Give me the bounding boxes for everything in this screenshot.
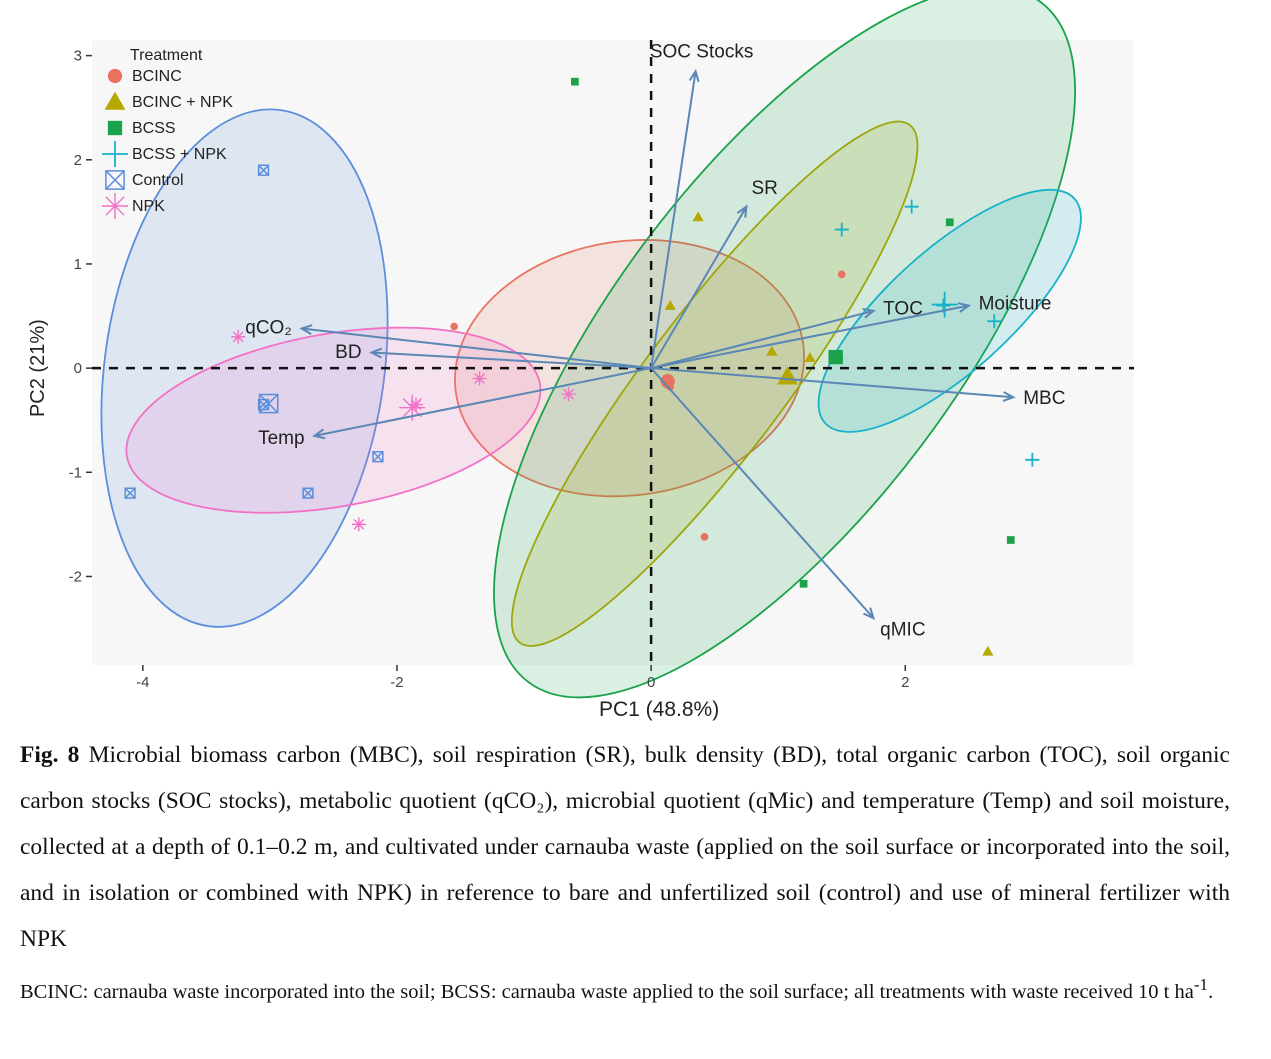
legend-label-npk: NPK [132,198,165,215]
x-axis-label: PC1 (48.8%) [599,698,719,721]
centroid-control [258,393,279,414]
point-bcss-plus-npk-2 [904,199,919,214]
y-axis-label: PC2 (21%) [27,319,49,417]
y-tick-label-5: 2 [74,152,82,169]
x-tick-label-2: -2 [390,674,403,691]
point-bcinc-3 [837,270,846,279]
y-tick-label-4: 1 [74,256,82,273]
loading-label-toc: TOC [883,298,923,319]
loading-label-qmic: qMIC [880,620,925,641]
caption-note: BCINC: carnauba waste incorporated into … [20,964,1230,1013]
legend-label-bcinc-plus-npk: BCINC + NPK [132,94,233,111]
y-tick-label-2: -1 [69,464,82,481]
loading-label-soc-stocks: SOC Stocks [650,41,753,62]
point-bcinc-plus-npk-4 [664,300,676,310]
point-bcss-3 [945,218,954,227]
centroid-bcss-plus-npk [931,291,958,318]
legend-key-npk [102,193,128,219]
x-tick-label-3: 0 [647,674,655,691]
legend-key-bcinc [107,68,123,84]
centroid-npk [399,394,426,421]
ellipse-bcinc [454,239,805,498]
point-bcss-4 [1006,536,1015,544]
loading-arrow-moisture [650,302,972,370]
point-bcss-5 [799,579,808,588]
point-bcinc-plus-npk-5 [982,645,994,656]
point-bcss-plus-npk-1 [834,222,849,237]
caption-note-superscript: -1 [1193,975,1209,994]
centroid-bcinc [660,373,675,389]
legend-key-bcss-plus-npk [102,141,128,167]
point-control-4 [302,487,314,499]
loading-arrow-soc-stocks [650,68,700,369]
caption-main: Fig. 8 Microbial biomass carbon (MBC), s… [20,732,1230,962]
legend-title: Treatment [130,47,203,64]
loading-label-sr: SR [752,178,778,199]
legend-label-bcss-plus-npk: BCSS + NPK [132,146,227,163]
point-npk-1 [231,329,246,344]
y-tick-label-6: 3 [74,48,82,65]
ellipse-npk [125,326,542,514]
loading-arrow-bd [369,347,652,370]
pca-biplot-svg: SOC Stocks SR TOC Moisture MBC qMIC qCO₂ BD Temp… [27,0,1134,721]
loading-label-qco2: qCO₂ [245,317,291,338]
point-bcinc-plus-npk-1 [766,345,778,356]
loading-label-temp: Temp [258,428,304,449]
point-bcinc-plus-npk-2 [804,352,816,362]
pca-biplot: SOC Stocks SR TOC Moisture MBC qMIC qCO₂ BD Temp… [27,0,1134,721]
x-tick-label-1: -4 [136,674,149,691]
loading-arrow-qco2 [299,324,652,370]
ellipse-bcss-plus-npk [817,188,1082,433]
loading-arrow-qmic [650,367,876,620]
point-bcss-1 [571,77,579,86]
point-bcinc-2 [450,322,459,331]
loading-label-mbc: MBC [1023,388,1065,409]
loading-arrow-toc [650,308,876,370]
caption-fig-label: Fig. 8 [20,742,80,768]
point-bcss-plus-npk-4 [987,314,1002,329]
legend-label-control: Control [132,172,184,189]
caption-text: Microbial biomass carbon (MBC), soil res… [20,742,1230,952]
legend-label-bcss: BCSS [132,120,176,137]
plot-panel [92,40,1134,665]
point-control-1 [257,164,270,176]
y-tick-label-1: -2 [69,568,82,585]
loading-arrow-sr [650,204,748,369]
centroid-bcss [828,349,843,365]
legend-key-bcss [107,120,123,136]
point-control-3 [372,451,384,463]
legend-label-bcinc: BCINC [132,68,182,85]
loading-arrow-temp [311,367,652,440]
legend-key-bcinc-plus-npk [104,91,126,110]
point-npk-3 [472,371,487,386]
caption-note-text: BCINC: carnauba waste incorporated into … [20,980,1194,1003]
point-npk-5 [561,387,576,402]
loading-label-moisture: Moisture [979,294,1052,315]
point-bcss-plus-npk-5 [1025,452,1040,467]
loading-arrow-mbc [651,367,1016,402]
loading-label-bd: BD [335,342,361,363]
point-bcinc-4 [700,533,709,541]
point-npk-4 [351,517,366,532]
x-tick-label-4: 2 [901,674,909,691]
caption-note-end: . [1208,980,1214,1003]
y-tick-label-3: 0 [74,360,82,377]
ellipse-bcinc-plus-npk [510,120,919,647]
legend-key-control [105,170,125,190]
point-control-5 [124,487,136,499]
figure-caption: Fig. 8 Microbial biomass carbon (MBC), s… [20,732,1230,1013]
point-bcinc-plus-npk-3 [692,211,704,222]
ellipse-control [100,108,389,628]
